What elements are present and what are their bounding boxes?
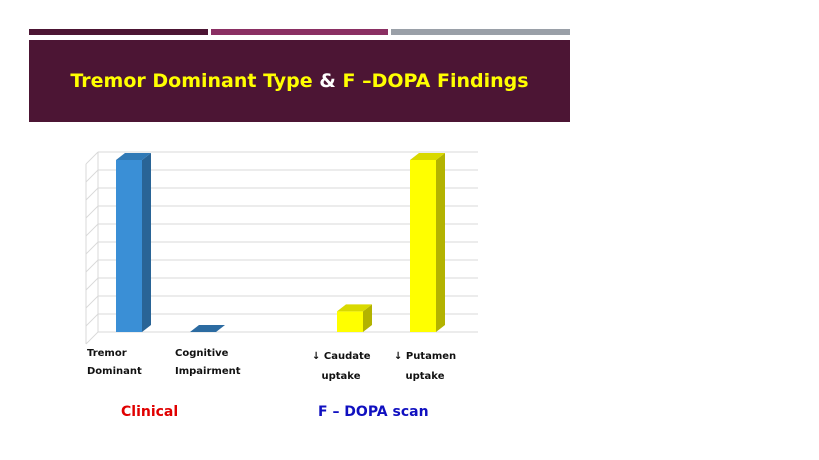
category-label-line: uptake	[321, 371, 361, 382]
bar-side	[142, 153, 151, 332]
gridline-side	[85, 295, 99, 309]
header-band-right	[391, 29, 570, 35]
header-band-middle	[211, 29, 388, 35]
bar-front	[116, 160, 142, 332]
category-label-caudate-uptake: ↓ Caudate uptake	[312, 348, 371, 386]
group-label-clinical: Clinical	[121, 404, 179, 420]
bar-front	[410, 160, 436, 332]
bar-top	[337, 304, 372, 312]
title-part-fdopa: F –DOPA Findings	[342, 70, 529, 92]
group-label-fdopa-scan: F – DOPA scan	[318, 404, 429, 420]
category-label-line: ↓ Caudate	[312, 351, 371, 362]
gridline-side	[85, 313, 99, 327]
bar-side	[363, 304, 372, 332]
title-ampersand: &	[319, 70, 336, 92]
bar-top	[410, 153, 445, 160]
category-label-putamen-uptake: ↓ Putamen uptake	[394, 348, 456, 386]
gridline-side	[85, 151, 99, 165]
bar-top	[116, 153, 151, 160]
bar-front	[337, 311, 363, 332]
category-label-line: Dominant	[87, 366, 142, 377]
gridline-side	[85, 259, 99, 273]
gridline-side	[85, 169, 99, 183]
category-label-line: ↓ Putamen	[394, 351, 457, 362]
category-label-tremor-dominant: Tremor Dominant	[87, 345, 142, 381]
gridline-side	[85, 223, 99, 237]
gridline-side	[85, 187, 99, 201]
title-banner: Tremor Dominant Type & F –DOPA Findings	[29, 40, 570, 122]
gridline-side	[85, 277, 99, 291]
gridline-side	[85, 331, 99, 345]
category-label-cognitive-impairment: Cognitive Impairment	[175, 345, 241, 381]
gridline-side	[85, 205, 99, 219]
bar-top	[190, 325, 225, 332]
title-part-tremor: Tremor Dominant Type	[70, 70, 313, 92]
gridline-side	[85, 241, 99, 255]
header-band-left	[29, 29, 208, 35]
category-label-line: uptake	[405, 371, 445, 382]
category-label-line: Impairment	[175, 366, 241, 377]
bar-side	[436, 153, 445, 332]
category-label-line: Cognitive	[175, 348, 229, 359]
category-label-line: Tremor	[87, 348, 127, 359]
slide-title: Tremor Dominant Type & F –DOPA Findings	[70, 70, 528, 92]
